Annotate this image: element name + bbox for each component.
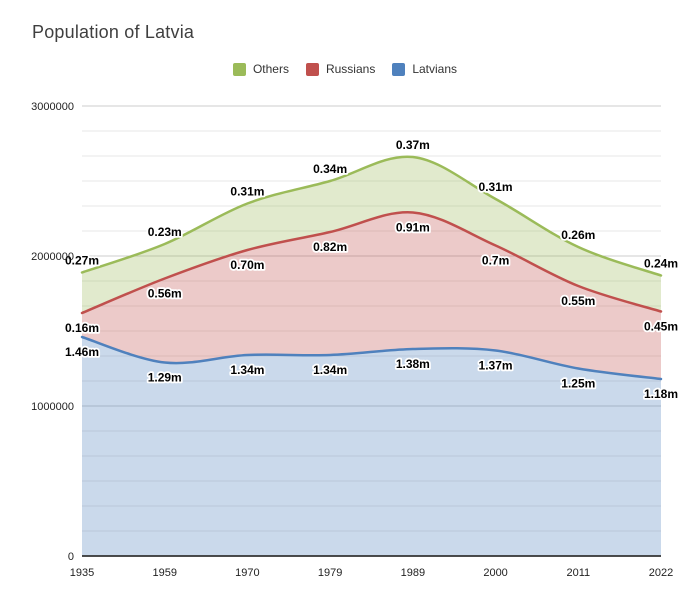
annotation-others-2000: 0.31m [479,180,513,194]
area-others [82,156,661,313]
annotation-latvians-1989: 1.38m [396,357,430,371]
annotation-russians-1970: 0.70m [230,258,264,272]
line-russians [80,211,663,315]
annotation-russians-2011: 0.55m [561,294,595,308]
legend-label-latvians: Latvians [412,62,458,76]
line-latvians [80,335,663,381]
legend: Others Russians Latvians [0,62,690,76]
x-tick-label: 2022 [649,567,673,579]
legend-swatch-russians-icon [305,62,319,76]
annotation-others-1959: 0.23m [148,225,182,239]
annotation-latvians-1959: 1.29m [148,371,182,385]
area-latvians [82,337,661,556]
x-tick-label: 1970 [235,567,259,579]
annotation-latvians-1970: 1.34m [230,363,264,377]
y-tick-label: 2000000 [31,251,74,263]
annotation-latvians-1935: 1.46m [65,345,99,359]
legend-label-russians: Russians [325,62,376,76]
annotation-latvians-2000: 1.37m [479,359,513,373]
annotation-russians-1979: 0.82m [313,240,347,254]
x-tick-label: 2011 [566,567,590,579]
annotation-russians-2000: 0.7m [482,254,509,268]
annotation-others-2011: 0.26m [561,228,595,242]
annotation-latvians-1979: 1.34m [313,363,347,377]
x-tick-label: 1979 [318,567,342,579]
annotation-others-1935: 0.27m [65,254,99,268]
annotation-latvians-2022: 1.18m [644,387,678,401]
annotation-others-1989: 0.37m [396,138,430,152]
x-tick-label: 2000 [483,567,507,579]
x-tick-label: 1989 [401,567,425,579]
legend-label-others: Others [252,62,289,76]
y-tick-label: 3000000 [31,101,74,113]
legend-item-others: Others [232,62,289,76]
area-russians [82,212,661,379]
legend-swatch-latvians-icon [392,62,406,76]
y-tick-label: 1000000 [31,401,74,413]
x-tick-label: 1959 [152,567,176,579]
x-tick-label: 1935 [70,567,94,579]
y-tick-label: 0 [68,551,74,563]
legend-item-latvians: Latvians [392,62,457,76]
annotation-russians-1935: 0.16m [65,321,99,335]
legend-swatch-others-icon [232,62,246,76]
annotation-russians-1989: 0.91m [396,221,430,235]
legend-item-russians: Russians [305,62,376,76]
annotation-others-1979: 0.34m [313,162,347,176]
annotation-others-2022: 0.24m [644,257,678,271]
chart-title: Population of Latvia [32,22,195,42]
annotation-russians-1959: 0.56m [148,287,182,301]
annotation-latvians-2011: 1.25m [561,377,595,391]
line-others [80,155,663,277]
annotation-russians-2022: 0.45m [644,320,678,334]
annotation-others-1970: 0.31m [230,185,264,199]
